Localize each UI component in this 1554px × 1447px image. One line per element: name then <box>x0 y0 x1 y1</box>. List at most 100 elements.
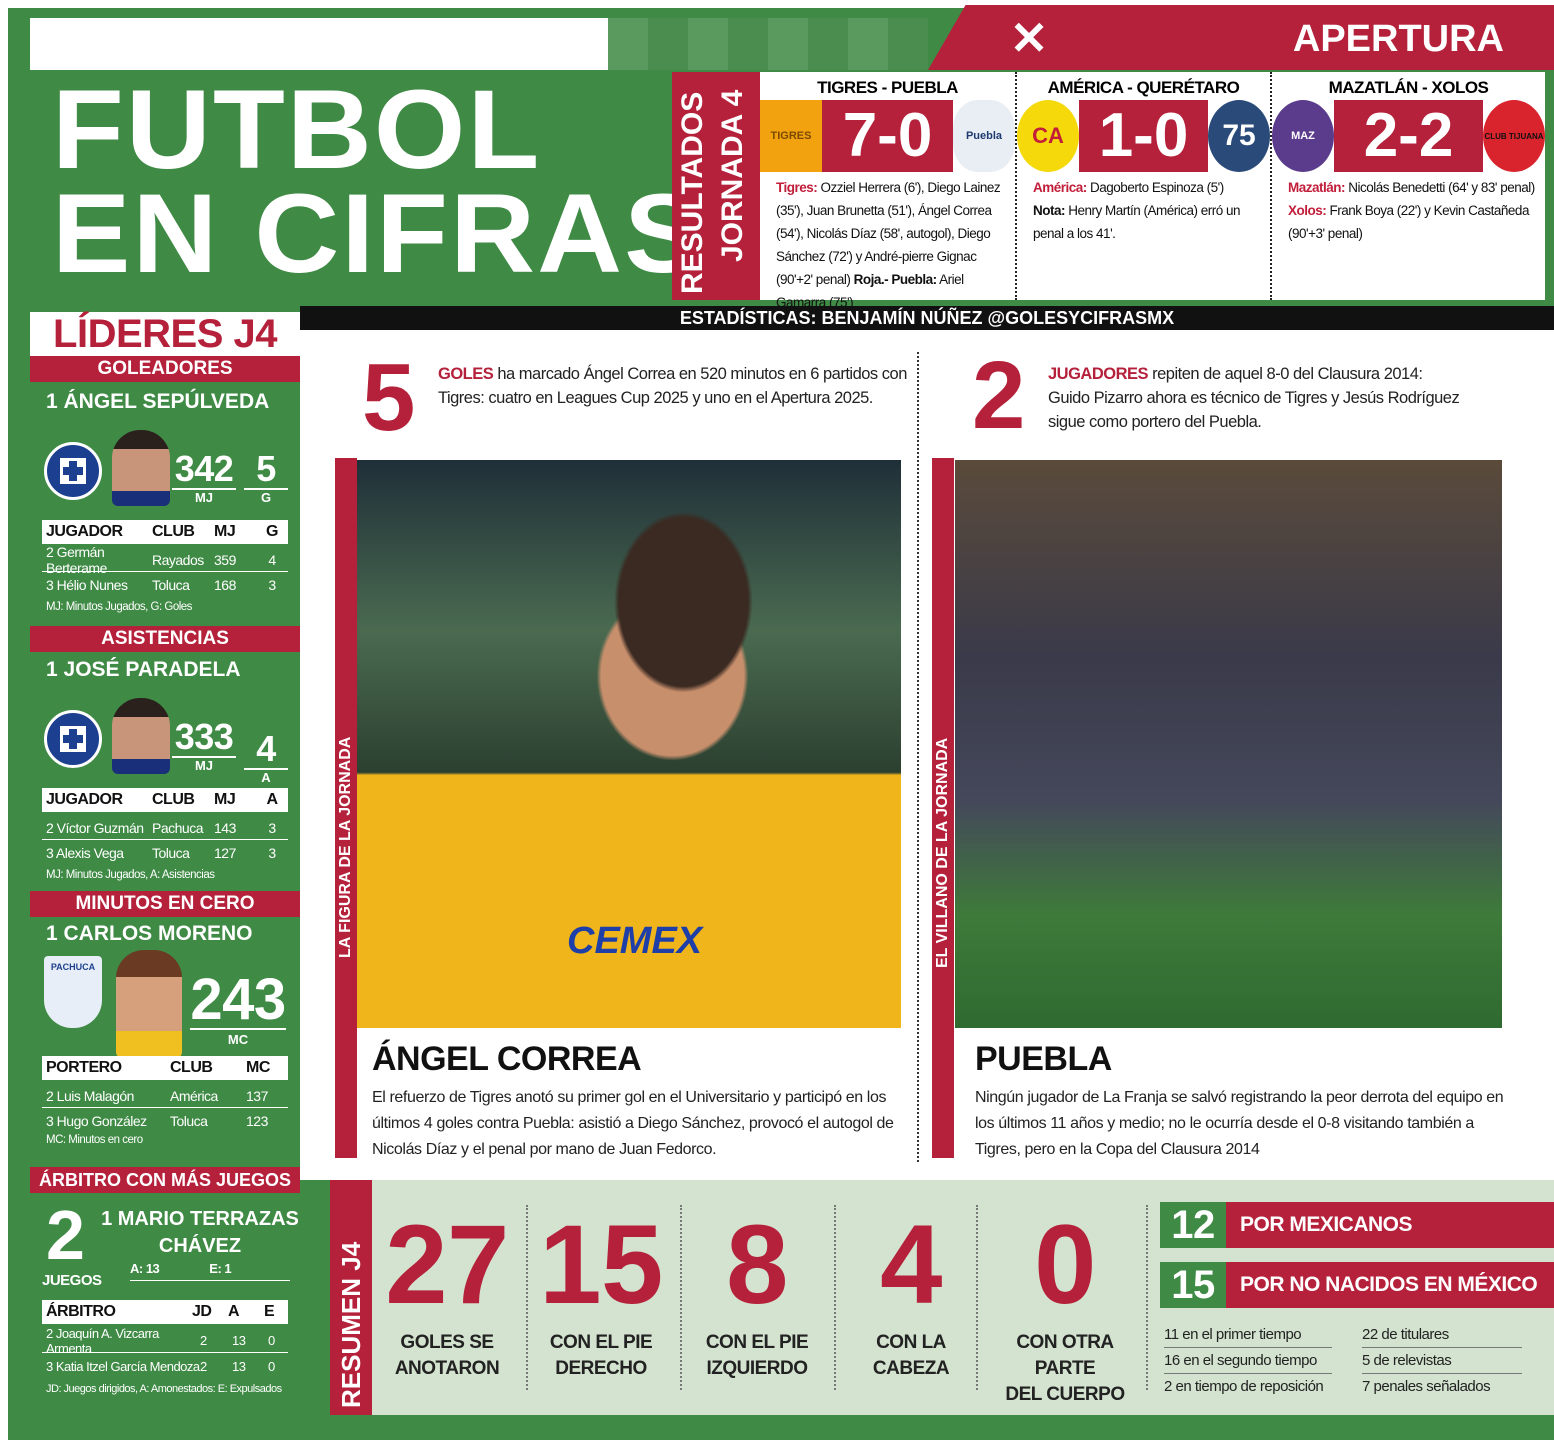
cell: 2 Germán Berterame <box>46 543 107 576</box>
resumen-text: ANOTARON <box>394 1358 500 1379</box>
mj-label: MJ <box>194 758 214 773</box>
col-header: MC <box>246 1059 270 1076</box>
col-header: CLUB <box>152 791 195 808</box>
col-header: E <box>264 1303 275 1320</box>
logo-pattern <box>608 18 928 70</box>
results-panel: TIGRES - PUEBLA TIGRES 7-0 Puebla Tigres: … <box>760 72 1545 310</box>
bar-number: 15 <box>1160 1262 1226 1308</box>
minutos-leader: 1 CARLOS MORENO <box>46 922 253 945</box>
cell: Pachuca <box>152 819 203 836</box>
title-line-1: FUTBOL <box>52 67 542 192</box>
resumen-text: DERECHO <box>555 1358 647 1379</box>
asistencias-leader: 1 JOSÉ PARADELA <box>46 658 241 681</box>
cruz-azul-crest-icon <box>44 710 102 768</box>
resumen-label: RESUMEN J4 <box>330 1180 372 1415</box>
figura-name: ÁNGEL CORREA <box>372 1040 642 1078</box>
cell: 3 Katia Itzel García Mendoza <box>46 1358 200 1374</box>
resumen-number: 8 <box>726 1202 788 1327</box>
resumen-item: 27 GOLES SE ANOTARON <box>372 1200 522 1382</box>
mj-label: MJ <box>194 490 214 505</box>
divider <box>1146 1205 1148 1390</box>
col-header: A <box>266 791 278 808</box>
player-photo <box>112 430 170 506</box>
cell: América <box>170 1087 218 1104</box>
stat-text: JUGADORES repiten de aquel 8-0 del Claus… <box>1048 362 1468 434</box>
villano-name: PUEBLA <box>975 1040 1112 1078</box>
note-text: Henry Martín (América) erró un penal a l… <box>1033 203 1241 241</box>
col-header: JD <box>192 1303 212 1320</box>
resumen-item: 0 CON OTRA PARTE DEL CUERPO <box>990 1200 1140 1408</box>
cell: 2 <box>200 1333 207 1348</box>
scorers: Nicolás Benedetti (64' y 83' penal) <box>1345 180 1535 195</box>
resumen-text: IZQUIERDO <box>706 1358 808 1379</box>
cell: 137 <box>246 1087 268 1104</box>
top-strip <box>30 18 608 70</box>
col-header: A <box>228 1303 240 1320</box>
col-header: ÁRBITRO <box>46 1303 116 1320</box>
cell: 2 <box>200 1358 207 1374</box>
table-header: ÁRBITRO JD A E <box>42 1300 288 1324</box>
resumen-item: 8 CON EL PIE IZQUIERDO <box>682 1200 832 1382</box>
mc-label: MC <box>227 1032 249 1047</box>
table-row: 2 Joaquín A. Vizcarra Armenta 2 13 0 <box>42 1325 288 1356</box>
team-label: Tigres: <box>776 180 818 195</box>
villano-label: EL VILLANO DE LA JORNADA <box>932 458 954 1158</box>
leaders-title: LÍDERES J4 <box>30 312 300 356</box>
fact: 7 penales señalados <box>1362 1378 1491 1395</box>
tigres-crest-icon: TIGRES <box>760 100 822 172</box>
divider <box>526 1205 528 1390</box>
referee-name-2: CHÁVEZ <box>158 1235 242 1257</box>
stat-body: ha marcado Ángel Correa en 520 minutos e… <box>438 365 907 407</box>
resumen-number: 27 <box>385 1202 509 1327</box>
cell: Rayados <box>152 551 204 568</box>
scorers: Ozziel Herrera (6'), Diego Lainez (35'),… <box>776 180 1001 287</box>
fact: 5 de relevistas <box>1362 1348 1522 1374</box>
team-label: Mazatlán: <box>1288 180 1346 195</box>
stat-keyword: GOLES <box>438 365 494 383</box>
results-label-line2: JORNADA 4 <box>716 89 749 262</box>
leader-mj: 333 <box>172 718 236 758</box>
referee-leader: 1 MARIO TERRAZAS CHÁVEZ <box>100 1206 300 1260</box>
liga-mx-logo-icon: ✕ <box>1009 12 1049 64</box>
referee-cards: A: 13 E: 1 <box>130 1261 290 1281</box>
table-header: PORTERO CLUB MC <box>42 1056 288 1080</box>
credit-bar: ESTADÍSTICAS: BENJAMÍN NÚÑEZ @GOLESYCIFR… <box>300 306 1554 330</box>
stat-body: repiten de aquel 8-0 del Clausura 2014: … <box>1048 365 1460 431</box>
match-mazatlan-xolos: MAZATLÁN - XOLOS MAZ 2-2 CLUB TIJUANA Maza… <box>1270 72 1545 300</box>
table-row: 3 Hélio Nunes Toluca 168 3 <box>42 573 288 597</box>
table-row: 3 Hugo González Toluca 123 <box>42 1109 288 1133</box>
fact: 22 de titulares <box>1362 1322 1522 1348</box>
fact: 16 en el segundo tiempo <box>1164 1348 1332 1374</box>
cell: 3 Hugo González <box>46 1113 147 1129</box>
minutos-header: MINUTOS EN CERO <box>30 891 300 917</box>
divider <box>976 1205 978 1390</box>
stat-bar-extranjeros: 15 POR NO NACIDOS EN MÉXICO <box>1160 1262 1554 1308</box>
match-tigres-puebla: TIGRES - PUEBLA TIGRES 7-0 Puebla Tigres: … <box>760 72 1015 310</box>
table-row: 2 Luis Malagón América 137 <box>42 1084 288 1108</box>
table-row: 2 Germán Berterame Rayados 359 4 <box>42 544 288 576</box>
cell: 2 Joaquín A. Vizcarra Armenta <box>46 1325 159 1356</box>
america-crest-icon: CA <box>1017 100 1079 172</box>
cell: 0 <box>268 1333 275 1348</box>
resumen-text: CON OTRA PARTE <box>1016 1332 1114 1379</box>
col-header: JUGADOR <box>46 523 123 540</box>
g-label: G <box>260 490 272 505</box>
col-header: G <box>266 523 278 540</box>
arbitro-header: ÁRBITRO CON MÁS JUEGOS <box>30 1167 300 1193</box>
cell: 3 <box>268 819 276 836</box>
a-label: A <box>261 770 271 785</box>
bar-number: 12 <box>1160 1202 1226 1248</box>
stat-bar-mexicanos: 12 POR MEXICANOS <box>1160 1202 1554 1248</box>
resumen-text: DEL CUERPO <box>1005 1384 1125 1405</box>
tournament-name: APERTURA <box>1292 18 1504 60</box>
goleadores-leader: 1 ÁNGEL SEPÚLVEDA <box>46 390 270 413</box>
leaders-sidebar: GOLEADORES 1 ÁNGEL SEPÚLVEDA 342 MJ 5 G … <box>30 300 300 1415</box>
cruz-azul-crest-icon <box>44 442 102 500</box>
cell: 2 Víctor Guzmán <box>46 819 144 836</box>
divider <box>917 352 919 1162</box>
match-details: América: Dagoberto Espinoza (5') Nota: He… <box>1017 172 1270 245</box>
angel-correa-photo: CEMEX <box>357 460 901 1028</box>
table-row: 3 Alexis Vega Toluca 127 3 <box>42 841 288 865</box>
cell: Toluca <box>152 577 190 593</box>
expulsados: E: 1 <box>209 1261 232 1276</box>
